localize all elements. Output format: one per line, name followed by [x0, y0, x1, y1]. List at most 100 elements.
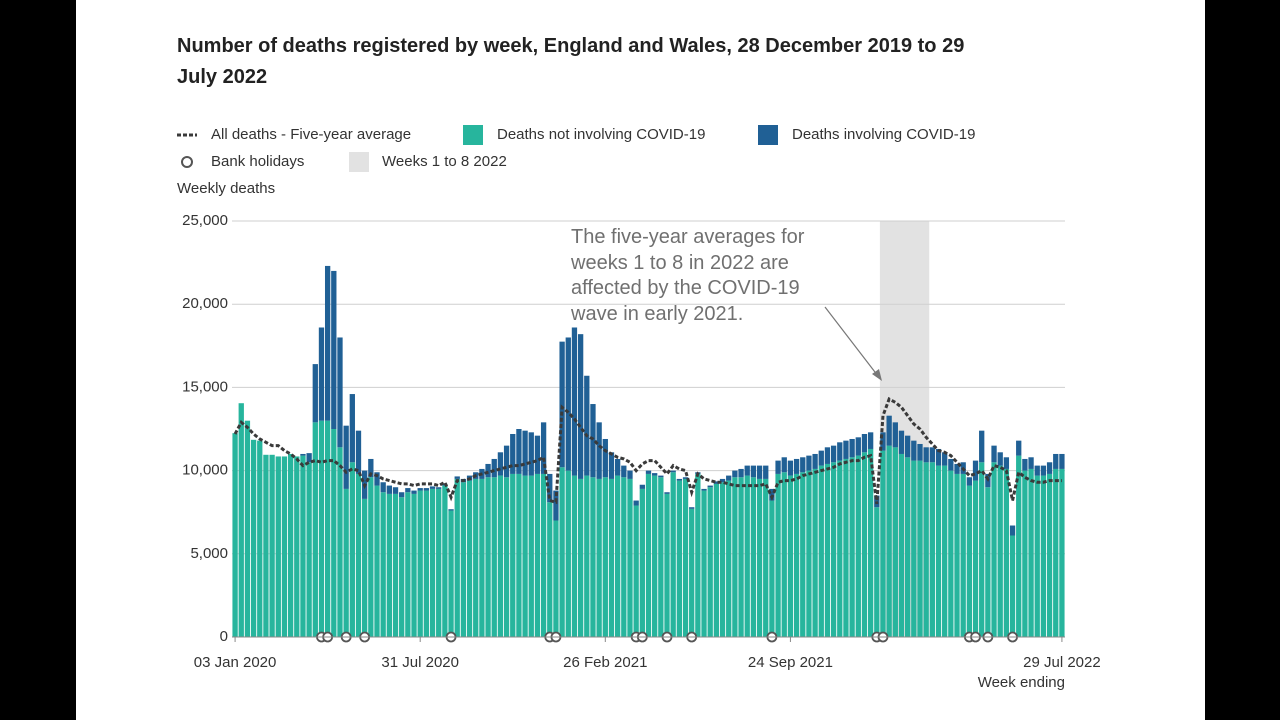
bar	[960, 473, 966, 637]
x-tick-label: 03 Jan 2020	[194, 654, 277, 671]
bar	[935, 448, 942, 466]
bar	[719, 478, 726, 483]
bar	[830, 445, 837, 463]
bar	[793, 473, 800, 637]
bar	[726, 480, 732, 637]
bar	[355, 430, 362, 474]
bar	[966, 477, 973, 486]
bar	[806, 470, 812, 637]
y-tick-label: 15,000	[182, 378, 228, 395]
annotation-arrow	[824, 306, 879, 377]
bar	[812, 468, 818, 637]
bar	[738, 477, 744, 637]
bar	[584, 375, 590, 476]
bar	[880, 450, 886, 637]
bar	[522, 475, 528, 637]
bar	[244, 420, 251, 637]
bar	[843, 458, 849, 637]
bar	[923, 447, 929, 463]
bar	[547, 502, 553, 637]
bar	[664, 492, 670, 494]
legend-label: Bank holidays	[211, 153, 304, 170]
bar	[744, 465, 750, 476]
bar	[516, 429, 522, 474]
bar	[732, 477, 738, 637]
bar	[392, 493, 399, 637]
x-tick-label: 26 Feb 2021	[563, 654, 647, 671]
bar	[713, 483, 720, 637]
bar	[528, 475, 534, 637]
bar	[948, 470, 954, 637]
bar	[590, 404, 596, 478]
bar	[954, 463, 960, 474]
bar	[997, 465, 1003, 637]
bar	[874, 507, 880, 637]
bar	[553, 490, 559, 521]
bar	[571, 327, 578, 476]
bar	[368, 458, 374, 478]
bar	[423, 490, 430, 637]
bar	[923, 462, 929, 637]
bar	[522, 430, 528, 476]
bar	[775, 460, 781, 474]
bar	[596, 478, 602, 637]
chart-title: Number of deaths registered by week, Eng…	[177, 35, 965, 88]
bar	[553, 520, 559, 637]
bar	[608, 478, 615, 637]
bar	[658, 475, 664, 478]
legend-label: Weeks 1 to 8 2022	[382, 153, 507, 170]
bar	[954, 473, 960, 637]
bar	[1022, 470, 1028, 637]
bar	[565, 337, 571, 471]
bar	[399, 492, 405, 498]
x-tick-label: 24 Sep 2021	[748, 654, 833, 671]
bar	[559, 467, 565, 637]
bar	[331, 270, 337, 429]
bar	[547, 473, 553, 503]
bar	[917, 460, 923, 637]
bar	[479, 478, 485, 637]
bar	[614, 475, 621, 637]
bar	[423, 488, 430, 491]
bar	[275, 456, 281, 637]
bar	[756, 465, 763, 479]
bar	[306, 453, 312, 463]
bar	[905, 457, 911, 637]
bar	[855, 437, 861, 456]
x-tick-label: 31 Jul 2020	[381, 654, 459, 671]
bar	[442, 485, 448, 637]
bar	[781, 472, 787, 637]
bar	[436, 488, 442, 637]
bar	[294, 456, 300, 637]
bar	[633, 505, 639, 637]
legend-label: Deaths involving COVID-19	[792, 126, 975, 143]
bar	[701, 488, 707, 491]
bar	[972, 460, 979, 481]
bar	[1003, 457, 1010, 469]
bar	[627, 478, 633, 637]
legend-icon	[181, 156, 193, 168]
bar	[503, 445, 510, 478]
bar	[540, 422, 547, 474]
bar	[454, 476, 460, 479]
bar	[664, 493, 670, 637]
bar	[510, 473, 516, 637]
bar	[473, 478, 479, 637]
bar	[577, 478, 584, 637]
bar	[979, 462, 985, 637]
bar	[460, 482, 467, 637]
bar	[676, 480, 683, 637]
bar	[287, 453, 294, 637]
bar	[744, 475, 750, 637]
bar	[769, 500, 775, 637]
bar	[830, 462, 837, 637]
bar	[1040, 465, 1047, 476]
bar	[732, 470, 738, 478]
bar	[935, 465, 942, 637]
bar	[281, 456, 288, 637]
bar	[670, 470, 676, 473]
bar	[491, 477, 497, 637]
bar	[1022, 458, 1028, 471]
bar	[312, 364, 318, 423]
bar	[892, 422, 898, 448]
